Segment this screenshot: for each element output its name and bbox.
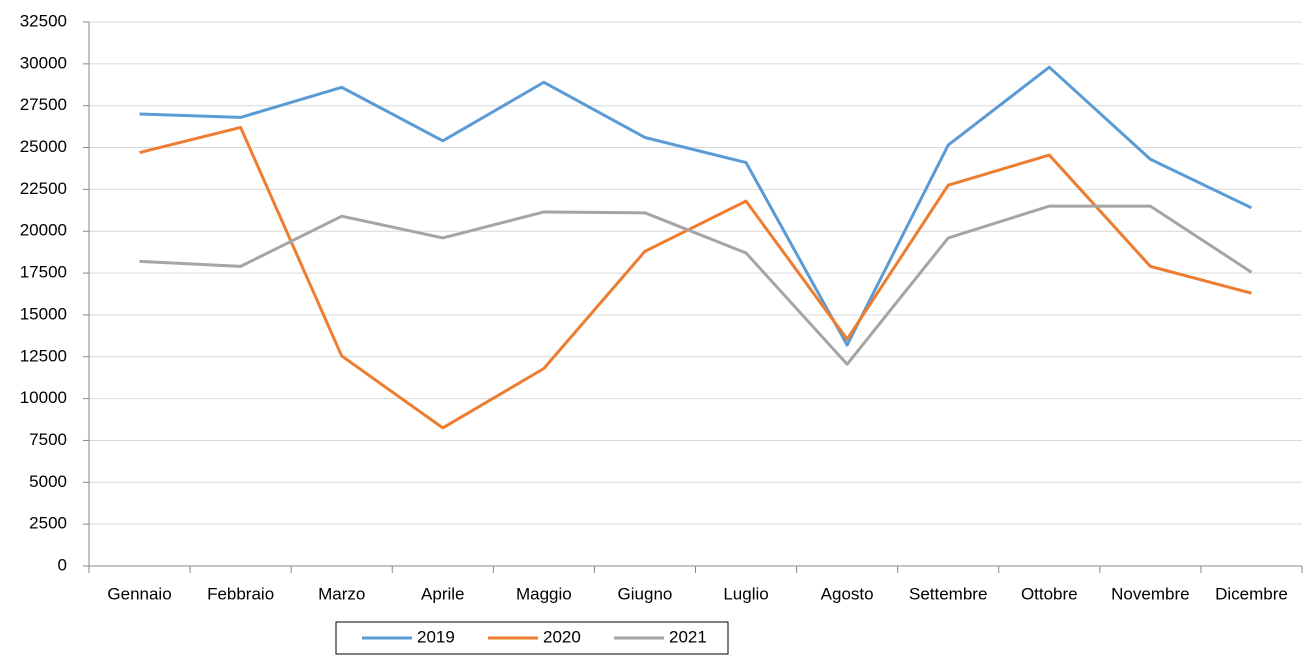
x-tick-label: Febbraio [207, 584, 274, 603]
line-series [139, 125, 1252, 430]
y-tick-label: 12500 [20, 346, 67, 365]
line-series [139, 65, 1253, 347]
y-tick-label: 32500 [20, 11, 67, 30]
x-tick-label: Marzo [318, 584, 365, 603]
x-tick-label: Luglio [723, 584, 768, 603]
x-tick-label: Giugno [618, 584, 673, 603]
x-tick-label: Aprile [421, 584, 464, 603]
y-tick-label: 27500 [20, 95, 67, 114]
y-tick-label: 20000 [20, 221, 67, 240]
x-tick-label: Settembre [909, 584, 987, 603]
x-tick-label: Maggio [516, 584, 572, 603]
x-tick-label: Ottobre [1021, 584, 1078, 603]
x-tick-label: Dicembre [1215, 584, 1288, 603]
y-tick-label: 17500 [20, 263, 67, 282]
y-tick-label: 15000 [20, 304, 67, 323]
y-tick-label: 10000 [20, 388, 67, 407]
x-tick-label: Gennaio [107, 584, 171, 603]
y-tick-label: 2500 [29, 514, 67, 533]
line-series [139, 204, 1253, 366]
legend-label: 2021 [669, 627, 707, 646]
legend-label: 2019 [417, 627, 455, 646]
x-tick-label: Novembre [1111, 584, 1189, 603]
y-tick-label: 7500 [29, 430, 67, 449]
y-tick-label: 30000 [20, 53, 67, 72]
y-tick-label: 5000 [29, 472, 67, 491]
y-tick-label: 25000 [20, 137, 67, 156]
legend-label: 2020 [543, 627, 581, 646]
x-tick-label: Agosto [821, 584, 874, 603]
y-tick-label: 22500 [20, 179, 67, 198]
y-tick-label: 0 [58, 555, 67, 574]
